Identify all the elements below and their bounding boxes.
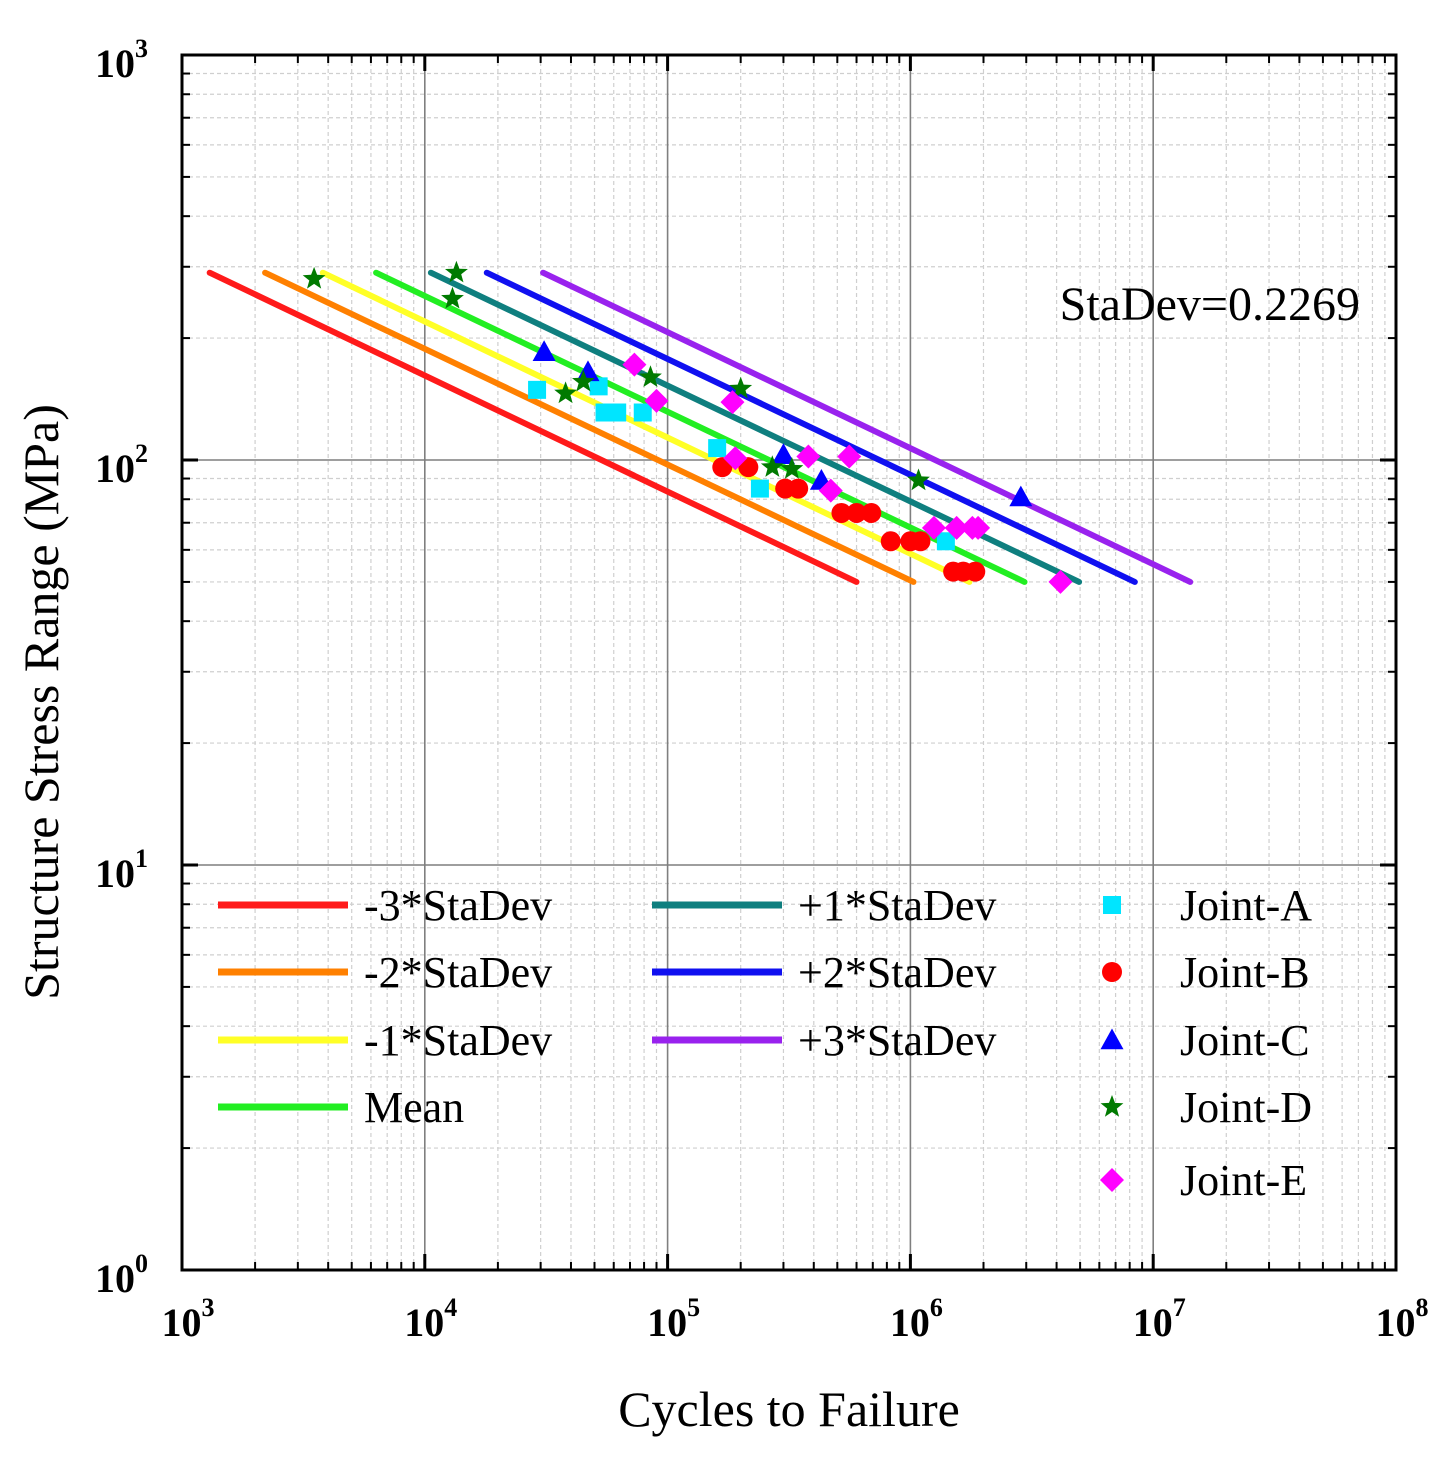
data-point: [608, 403, 627, 422]
legend-label: Mean: [364, 1083, 464, 1132]
data-points: [302, 260, 1073, 594]
data-point: [760, 455, 784, 477]
fit-line: [483, 269, 1138, 585]
fit-line: [319, 269, 973, 585]
data-point: [837, 444, 862, 469]
y-tick-label: 103: [95, 34, 148, 86]
data-point: [644, 388, 669, 413]
x-tick-label: 104: [404, 1293, 457, 1345]
axis-ticks: [180, 53, 1398, 1272]
y-axis-label: Structure Stress Range (MPa): [13, 404, 69, 1000]
data-point: [846, 502, 867, 523]
fit-line: [540, 269, 1194, 585]
fit-line: [373, 269, 1028, 585]
data-point: [708, 439, 727, 458]
data-point: [771, 443, 795, 465]
legend-label: +1*StaDev: [798, 881, 996, 930]
legend-marker-swatch: [1100, 1028, 1124, 1050]
legend: -3*StaDev -2*StaDev -1*StaDev Mean +1*StaDev…: [218, 881, 1312, 1205]
data-point: [1009, 485, 1033, 507]
data-point: [966, 515, 991, 540]
data-point: [907, 468, 930, 491]
fit-lines: [206, 269, 1194, 585]
plot-frame: [180, 53, 1398, 1272]
data-point: [554, 381, 577, 404]
stadev-annotation: StaDev=0.2269: [1060, 278, 1360, 331]
data-point: [572, 369, 595, 392]
data-point: [589, 377, 608, 396]
minor-grid: [182, 55, 1396, 1270]
data-point: [445, 260, 468, 283]
legend-label: -2*StaDev: [364, 948, 552, 997]
data-point: [796, 444, 821, 469]
data-point: [720, 390, 745, 415]
data-point: [780, 457, 804, 479]
legend-label: -3*StaDev: [364, 881, 552, 930]
legend-label: Joint-E: [1180, 1156, 1307, 1205]
legend-label: Joint-A: [1180, 881, 1312, 930]
fit-line: [262, 269, 917, 585]
legend-label: Joint-B: [1180, 948, 1310, 997]
data-point: [910, 531, 931, 552]
data-point: [921, 515, 946, 540]
data-point: [880, 531, 901, 552]
data-point: [750, 479, 769, 498]
data-point: [944, 515, 969, 540]
data-point: [818, 478, 843, 503]
data-point: [528, 380, 547, 399]
data-point: [788, 478, 809, 499]
data-point: [532, 340, 556, 361]
y-tick-label: 100: [95, 1249, 148, 1301]
data-point: [1048, 569, 1073, 594]
data-point: [965, 561, 986, 582]
x-tick-label: 105: [647, 1293, 700, 1345]
legend-marker-swatch: [1102, 962, 1122, 982]
x-axis-label: Cycles to Failure: [618, 1381, 960, 1437]
legend-marker-swatch: [1103, 896, 1121, 914]
data-point: [633, 403, 652, 422]
legend-label: Joint-C: [1180, 1016, 1310, 1065]
legend-label: +2*StaDev: [798, 948, 996, 997]
data-point: [861, 502, 882, 523]
x-tick-label: 108: [1376, 1293, 1429, 1345]
legend-label: +3*StaDev: [798, 1016, 996, 1065]
tick-labels: 103 104 105 106 107 108 100 101 102 103: [95, 34, 1429, 1345]
data-point: [936, 532, 955, 551]
y-tick-label: 102: [95, 439, 148, 491]
legend-marker-swatch: [1100, 1095, 1124, 1117]
data-point: [831, 502, 852, 523]
data-point: [723, 446, 748, 471]
x-tick-label: 107: [1133, 1293, 1186, 1345]
data-point: [441, 286, 464, 309]
legend-label: Joint-D: [1180, 1083, 1312, 1132]
data-point: [639, 365, 662, 387]
y-tick-label: 101: [95, 844, 148, 896]
x-tick-label: 106: [890, 1293, 943, 1345]
x-tick-label: 103: [162, 1293, 215, 1345]
data-point: [729, 376, 753, 399]
data-point: [302, 266, 326, 289]
legend-marker-swatch: [1100, 1168, 1124, 1192]
fit-line: [206, 269, 860, 585]
data-point: [622, 352, 647, 377]
legend-label: -1*StaDev: [364, 1016, 552, 1065]
